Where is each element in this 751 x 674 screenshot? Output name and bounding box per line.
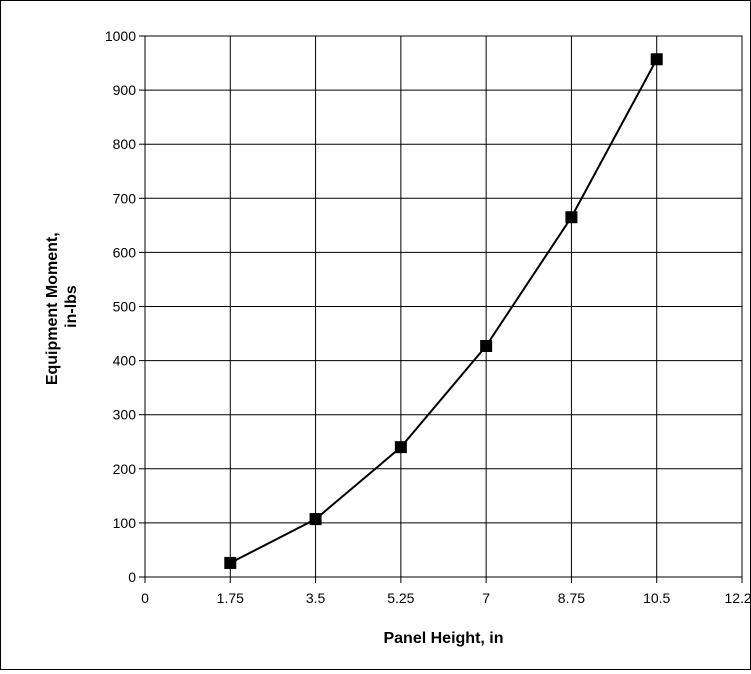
y-axis-title-line-1: Equipment Moment, xyxy=(44,232,61,385)
y-tick-label: 300 xyxy=(113,407,137,423)
y-axis-title: Equipment Moment, in-lbs xyxy=(44,228,80,385)
x-tick-label: 5.25 xyxy=(387,590,414,606)
data-point xyxy=(650,53,663,66)
y-tick-label: 0 xyxy=(128,569,136,585)
y-tick-label: 800 xyxy=(113,136,137,152)
y-tick-label: 400 xyxy=(113,353,137,369)
x-tick-label: 7 xyxy=(482,590,490,606)
y-tick-label: 100 xyxy=(113,515,137,531)
series-layer xyxy=(224,53,663,569)
x-tick-label: 1.75 xyxy=(217,590,244,606)
y-tick-label: 200 xyxy=(113,461,137,477)
y-tick-label: 900 xyxy=(113,82,137,98)
x-tick-label: 3.5 xyxy=(306,590,326,606)
data-point xyxy=(565,211,578,224)
data-point xyxy=(394,441,407,454)
data-point xyxy=(224,556,237,569)
x-tick-label: 12.25 xyxy=(724,590,750,606)
y-tick-label: 1000 xyxy=(105,28,136,44)
x-axis-title: Panel Height, in xyxy=(383,630,503,647)
x-tick-label: 8.75 xyxy=(558,590,585,606)
y-tick-label: 700 xyxy=(113,190,137,206)
y-axis-ticks: 0 100 200 300 400 500 600 700 800 900 1000 xyxy=(105,28,145,585)
data-point xyxy=(480,339,493,352)
x-axis-ticks: 0 1.75 3.5 5.25 7 8.75 10.5 12.25 xyxy=(141,577,751,606)
grid-lines xyxy=(145,36,742,577)
y-tick-label: 500 xyxy=(113,299,137,315)
y-tick-label: 600 xyxy=(113,244,137,260)
data-point xyxy=(309,513,322,526)
x-tick-label: 0 xyxy=(141,590,149,606)
x-tick-label: 10.5 xyxy=(643,590,670,606)
series-line xyxy=(229,58,658,564)
y-axis-title-line-2: in-lbs xyxy=(63,285,80,328)
